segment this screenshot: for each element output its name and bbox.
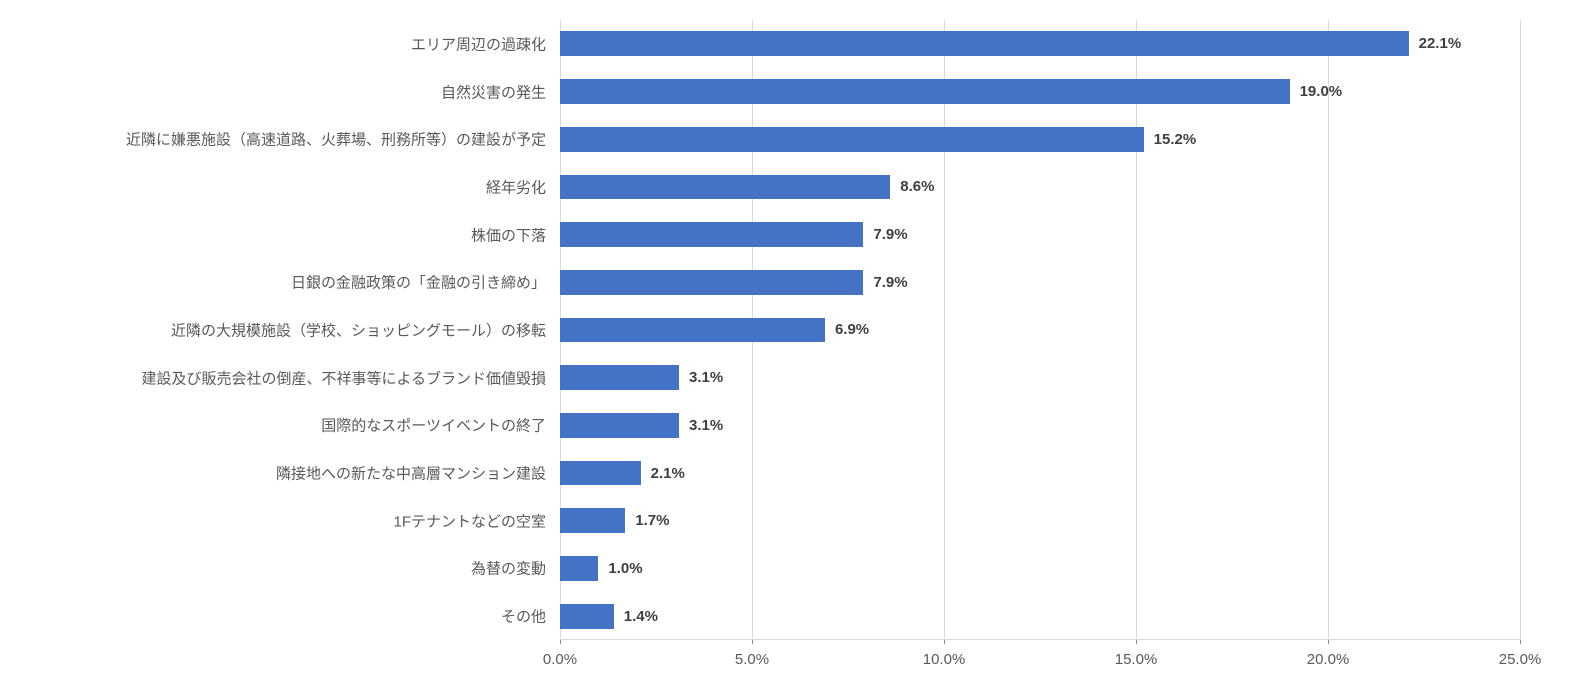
category-label: 1Fテナントなどの空室 (393, 510, 546, 531)
bar-value-label: 6.9% (835, 321, 869, 338)
bar-row: 19.0% (560, 79, 1520, 104)
bar (560, 270, 863, 295)
x-tick-label: 5.0% (735, 651, 769, 668)
category-label: 為替の変動 (471, 558, 546, 579)
category-label: 日銀の金融政策の「金融の引き締め」 (291, 272, 546, 293)
x-tick-label: 10.0% (923, 651, 966, 668)
bar-value-label: 2.1% (651, 465, 685, 482)
bar-value-label: 1.0% (608, 560, 642, 577)
x-tick (752, 640, 753, 644)
bar (560, 79, 1290, 104)
bar-value-label: 7.9% (873, 226, 907, 243)
bar-row: 8.6% (560, 175, 1520, 200)
x-tick (1328, 640, 1329, 644)
bar-row: 15.2% (560, 127, 1520, 152)
bar (560, 318, 825, 343)
bar (560, 556, 598, 581)
bar (560, 365, 679, 390)
x-tick-label: 15.0% (1115, 651, 1158, 668)
gridline (1520, 20, 1521, 640)
bar (560, 31, 1409, 56)
plot-area: 0.0%5.0%10.0%15.0%20.0%25.0%エリア周辺の過疎化22.… (560, 20, 1520, 640)
bar (560, 508, 625, 533)
bar-row: 7.9% (560, 222, 1520, 247)
bar-row: 1.4% (560, 604, 1520, 629)
x-tick (1136, 640, 1137, 644)
category-label: 国際的なスポーツイベントの終了 (321, 415, 546, 436)
bar-chart: 0.0% 5.0% 10.0% 15.0% 20.0% 25.0% エリア周辺の過疎化 22.… (0, 0, 1580, 695)
x-tick-label: 0.0% (543, 651, 577, 668)
bar (560, 222, 863, 247)
bar-row: 6.9% (560, 318, 1520, 343)
bar-row: 3.1% (560, 365, 1520, 390)
bar-value-label: 7.9% (873, 274, 907, 291)
x-tick-label: 20.0% (1307, 651, 1350, 668)
x-tick (560, 640, 561, 644)
category-label: 隣接地への新たな中高層マンション建設 (276, 463, 546, 484)
bar-row: 1.0% (560, 556, 1520, 581)
bar-row: 3.1% (560, 413, 1520, 438)
bar-value-label: 1.7% (635, 512, 669, 529)
x-tick-label: 25.0% (1499, 651, 1542, 668)
category-label: 株価の下落 (471, 224, 546, 245)
bar-value-label: 3.1% (689, 417, 723, 434)
bar-row: 22.1% (560, 31, 1520, 56)
bar-value-label: 22.1% (1419, 35, 1462, 52)
bar-row: 7.9% (560, 270, 1520, 295)
bar (560, 461, 641, 486)
category-label: 近隣の大規模施設（学校、ショッピングモール）の移転 (171, 320, 546, 341)
bar-value-label: 8.6% (900, 178, 934, 195)
category-label: 自然災害の発生 (441, 81, 546, 102)
bar-value-label: 1.4% (624, 608, 658, 625)
category-label: 経年劣化 (486, 176, 546, 197)
x-axis-line (560, 639, 1520, 640)
bar (560, 604, 614, 629)
category-label: エリア周辺の過疎化 (411, 33, 546, 54)
bar (560, 127, 1144, 152)
bar-value-label: 15.2% (1154, 131, 1197, 148)
x-tick (1520, 640, 1521, 644)
x-tick (944, 640, 945, 644)
category-label: その他 (501, 606, 546, 627)
category-label: 近隣に嫌悪施設（高速道路、火葬場、刑務所等）の建設が予定 (126, 129, 546, 150)
bar-row: 2.1% (560, 461, 1520, 486)
bar (560, 175, 890, 200)
bar-row: 1.7% (560, 508, 1520, 533)
category-label: 建設及び販売会社の倒産、不祥事等によるブランド価値毀損 (141, 367, 546, 388)
bar-value-label: 3.1% (689, 369, 723, 386)
bar-value-label: 19.0% (1300, 83, 1343, 100)
bar (560, 413, 679, 438)
